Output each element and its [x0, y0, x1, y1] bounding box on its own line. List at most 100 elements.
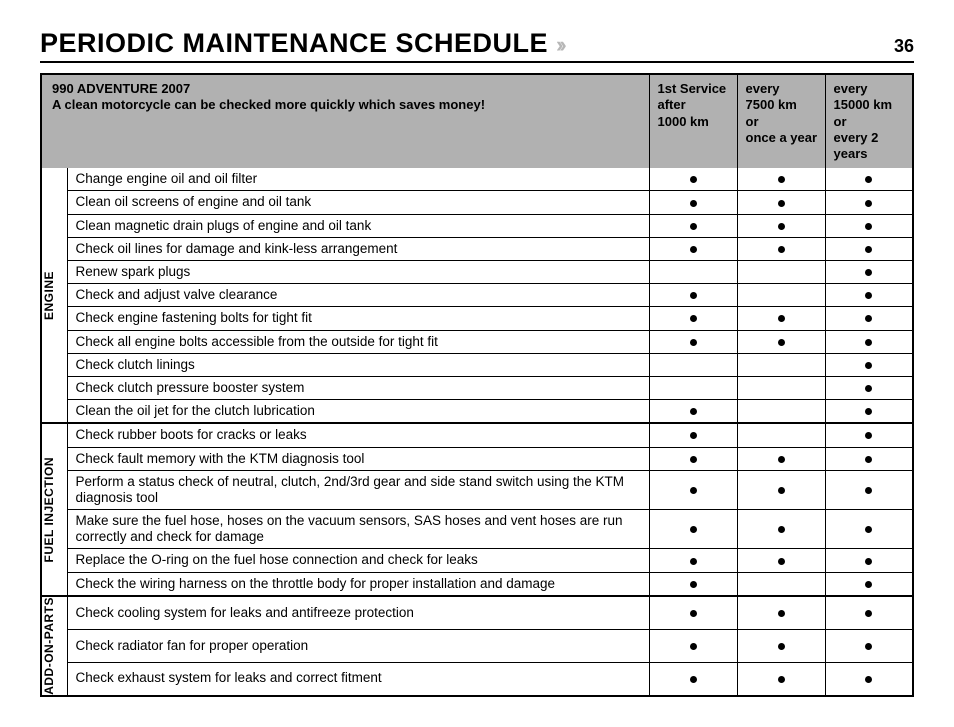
dot-icon [690, 558, 697, 565]
dot-icon [690, 487, 697, 494]
dot-icon [690, 676, 697, 683]
check-cell [825, 191, 913, 214]
dot-icon [690, 456, 697, 463]
check-cell [649, 307, 737, 330]
dot-icon [690, 432, 697, 439]
check-cell [737, 423, 825, 447]
dot-icon [778, 643, 785, 650]
dot-icon [865, 408, 872, 415]
task-cell: Check clutch pressure booster system [67, 376, 649, 399]
task-cell: Check all engine bolts accessible from t… [67, 330, 649, 353]
dot-icon [690, 526, 697, 533]
check-cell [649, 596, 737, 629]
dot-icon [690, 176, 697, 183]
check-cell [737, 353, 825, 376]
tagline: A clean motorcycle can be checked more q… [52, 97, 643, 113]
check-cell [825, 261, 913, 284]
category-cell: ENGINE [41, 168, 67, 423]
check-cell [649, 423, 737, 447]
dot-icon [865, 676, 872, 683]
dot-icon [865, 643, 872, 650]
chevron-icon: ›› [556, 32, 563, 58]
dot-icon [865, 246, 872, 253]
dot-icon [690, 292, 697, 299]
check-cell [825, 629, 913, 662]
dot-icon [778, 200, 785, 207]
check-cell [649, 376, 737, 399]
check-cell [649, 549, 737, 572]
check-cell [825, 662, 913, 696]
check-cell [737, 596, 825, 629]
dot-icon [865, 581, 872, 588]
dot-icon [778, 558, 785, 565]
dot-icon [690, 610, 697, 617]
dot-icon [778, 456, 785, 463]
dot-icon [865, 362, 872, 369]
category-cell: ADD-ON-PARTS [41, 596, 67, 696]
task-cell: Check rubber boots for cracks or leaks [67, 423, 649, 447]
dot-icon [778, 487, 785, 494]
page-number: 36 [894, 36, 914, 57]
check-cell [825, 400, 913, 424]
check-cell [825, 237, 913, 260]
dot-icon [865, 610, 872, 617]
check-cell [737, 237, 825, 260]
check-cell [737, 261, 825, 284]
check-cell [825, 214, 913, 237]
dot-icon [690, 408, 697, 415]
check-cell [649, 662, 737, 696]
task-cell: Check cooling system for leaks and antif… [67, 596, 649, 629]
page-title: PERIODIC MAINTENANCE SCHEDULE [40, 28, 548, 59]
task-cell: Check exhaust system for leaks and corre… [67, 662, 649, 696]
check-cell [737, 307, 825, 330]
task-cell: Check engine fastening bolts for tight f… [67, 307, 649, 330]
check-cell [649, 214, 737, 237]
col-header-0: 1st Serviceafter1000 km [649, 74, 737, 168]
task-cell: Check clutch linings [67, 353, 649, 376]
check-cell [649, 510, 737, 549]
dot-icon [865, 432, 872, 439]
check-cell [649, 237, 737, 260]
task-cell: Change engine oil and oil filter [67, 168, 649, 191]
check-cell [737, 510, 825, 549]
maintenance-table: 990 ADVENTURE 2007 A clean motorcycle ca… [40, 73, 914, 697]
task-cell: Clean oil screens of engine and oil tank [67, 191, 649, 214]
task-cell: Replace the O-ring on the fuel hose conn… [67, 549, 649, 572]
check-cell [737, 549, 825, 572]
dot-icon [778, 246, 785, 253]
check-cell [649, 330, 737, 353]
task-cell: Check and adjust valve clearance [67, 284, 649, 307]
check-cell [737, 168, 825, 191]
check-cell [737, 214, 825, 237]
check-cell [737, 572, 825, 596]
check-cell [649, 191, 737, 214]
dot-icon [865, 456, 872, 463]
check-cell [825, 470, 913, 509]
check-cell [825, 423, 913, 447]
check-cell [737, 284, 825, 307]
check-cell [649, 400, 737, 424]
dot-icon [865, 315, 872, 322]
check-cell [649, 629, 737, 662]
dot-icon [865, 558, 872, 565]
dot-icon [690, 339, 697, 346]
check-cell [649, 284, 737, 307]
check-cell [737, 400, 825, 424]
check-cell [825, 353, 913, 376]
col-header-1-text: every7500 kmoronce a year [746, 81, 818, 145]
dot-icon [778, 676, 785, 683]
dot-icon [865, 385, 872, 392]
dot-icon [778, 526, 785, 533]
dot-icon [865, 269, 872, 276]
dot-icon [690, 246, 697, 253]
dot-icon [865, 487, 872, 494]
check-cell [737, 470, 825, 509]
check-cell [649, 261, 737, 284]
col-header-1: every7500 kmoronce a year [737, 74, 825, 168]
check-cell [825, 510, 913, 549]
dot-icon [865, 526, 872, 533]
dot-icon [778, 176, 785, 183]
check-cell [649, 168, 737, 191]
task-cell: Clean the oil jet for the clutch lubrica… [67, 400, 649, 424]
check-cell [737, 376, 825, 399]
